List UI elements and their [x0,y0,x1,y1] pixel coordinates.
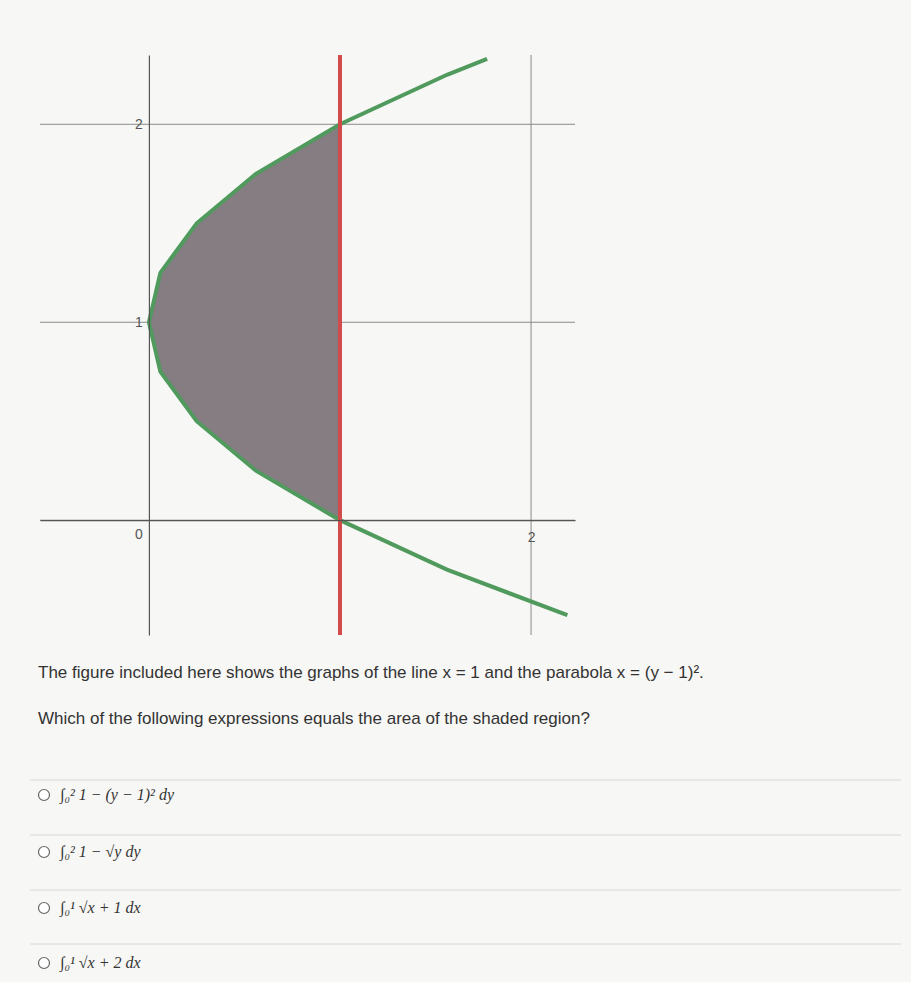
y-axis-line [149,56,150,636]
radio-button[interactable] [39,958,50,969]
grid-line [531,55,532,635]
separator [30,835,901,836]
tick-label: 2 [528,529,536,545]
option-text[interactable]: ∫₀¹ √x + 1 dx [59,899,141,918]
y-tick: 0 [135,521,149,542]
grid [40,55,575,635]
page: 2 0 1 2 The figure included here shows the g… [0,0,911,982]
curve [338,55,342,635]
plot-area [149,55,567,635]
tick-label: 1 [135,314,143,330]
y-tick: 1 [135,314,149,330]
y-axis: 0 1 2 [135,56,149,636]
tick-label: 0 [135,526,143,542]
question: The figure included here shows the graph… [38,663,704,728]
x-axis-line [41,520,576,521]
x-tick: 2 [528,520,536,545]
separator [30,890,901,891]
option-text[interactable]: ∫₀² 1 − √y dy [59,843,141,862]
separator [30,944,901,945]
grid-line [40,124,575,125]
x-axis: 2 [41,520,576,545]
option-text[interactable]: ∫₀² 1 − (y − 1)² dy [59,786,175,805]
separator [30,780,901,781]
grid-line [40,520,575,521]
radio-button[interactable] [39,903,50,914]
tick-label: 2 [135,116,143,132]
background [0,0,911,982]
radio-button[interactable] [39,847,50,858]
y-tick: 2 [135,116,149,132]
options: ∫₀² 1 − (y − 1)² dy ∫₀² 1 − √y dy ∫₀¹ √x +… [30,780,901,973]
curve [149,59,567,615]
question-text: Which of the following expressions equal… [38,709,590,728]
option-text[interactable]: ∫₀¹ √x + 2 dx [59,954,141,973]
question-text: The figure included here shows the graph… [38,663,704,682]
radio-button[interactable] [39,790,50,801]
